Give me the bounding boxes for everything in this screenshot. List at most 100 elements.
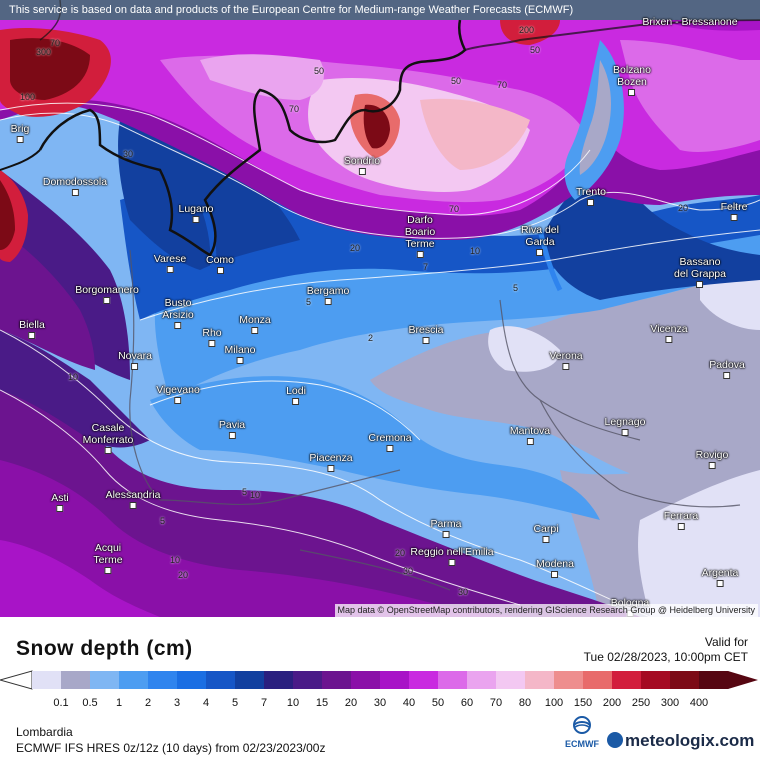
- map-attribution[interactable]: Map data © OpenStreetMap contributors, r…: [334, 604, 758, 617]
- contour-value-label: 100: [20, 92, 36, 102]
- city-marker: [324, 298, 332, 305]
- contour-value-label: 20: [678, 203, 689, 213]
- city-marker: [422, 337, 430, 344]
- city-label: Sondrio: [344, 155, 380, 175]
- city-name: Domodossola: [42, 176, 108, 188]
- scale-color-step: [90, 671, 120, 689]
- city-name: Trento: [576, 186, 606, 198]
- scale-tick-label: 3: [173, 697, 181, 709]
- city-label: Lodi: [286, 385, 306, 405]
- city-name: Milano: [224, 344, 256, 356]
- ecmwf-label: ECMWF: [565, 739, 599, 749]
- city-name: Feltre: [720, 201, 748, 213]
- city-label: Bassano del Grappa: [674, 256, 726, 288]
- city-name: Busto Arsizio: [162, 297, 194, 321]
- model-run: ECMWF IFS HRES 0z/12z (10 days) from 02/…: [16, 741, 326, 755]
- city-marker: [104, 447, 112, 454]
- city-name: Biella: [19, 319, 45, 331]
- scale-tick-label: 2: [144, 697, 152, 709]
- scale-tick-label: 5: [231, 697, 239, 709]
- scale-tick-label: 100: [544, 697, 564, 709]
- city-label: Monza: [239, 314, 271, 334]
- contour-value-label: 10: [170, 555, 181, 565]
- city-label: Parma: [430, 518, 462, 538]
- scale-tick-label: 0.5: [82, 697, 98, 709]
- city-name: Darfo Boario Terme: [404, 214, 436, 250]
- city-marker: [216, 267, 224, 274]
- city-marker: [131, 363, 139, 370]
- city-label: Carpi: [533, 523, 559, 543]
- city-label: Brig: [11, 123, 29, 143]
- scale-color-step: [264, 671, 294, 689]
- city-label: Varese: [154, 253, 186, 273]
- city-name: Reggio nell'Emilia: [410, 546, 494, 558]
- scale-tick-label: 10: [286, 697, 300, 709]
- scale-tick-label: 50: [431, 697, 445, 709]
- data-disclaimer: This service is based on data and produc…: [0, 0, 760, 20]
- ecmwf-logo[interactable]: ECMWF: [560, 716, 604, 749]
- contour-value-label: 2: [368, 333, 374, 343]
- city-name: Parma: [430, 518, 462, 530]
- scale-tick-label: 200: [602, 697, 622, 709]
- city-label: Vicenza: [650, 323, 688, 343]
- contour-value-label: 20: [178, 570, 189, 580]
- city-label: Argenta: [702, 567, 738, 587]
- scale-color-step: [177, 671, 207, 689]
- city-label: Ferrara: [664, 510, 698, 530]
- ecmwf-globe-icon: [573, 716, 591, 734]
- city-marker: [174, 322, 182, 329]
- city-label: Padova: [709, 359, 745, 379]
- city-label: Acqui Terme: [93, 542, 123, 574]
- city-marker: [723, 372, 731, 379]
- city-label: Trento: [576, 186, 606, 206]
- city-marker: [71, 189, 79, 196]
- city-label: Bolzano Bozen: [613, 64, 651, 96]
- scale-color-step: [32, 671, 62, 689]
- scale-high-arrow: [728, 671, 758, 689]
- city-marker: [327, 465, 335, 472]
- scale-color-step: [641, 671, 671, 689]
- contour-value-label: 20: [395, 548, 406, 558]
- city-name: Monza: [239, 314, 271, 326]
- map-canvas: [0, 0, 760, 617]
- contour-value-label: 5: [160, 516, 166, 526]
- city-label: Busto Arsizio: [162, 297, 194, 329]
- scale-tick-label: 80: [518, 697, 532, 709]
- city-name: Verona: [549, 350, 583, 362]
- contour-value-label: 70: [449, 204, 460, 214]
- scale-color-step: [409, 671, 439, 689]
- city-marker: [386, 445, 394, 452]
- scale-color-step: [612, 671, 642, 689]
- snow-depth-map[interactable]: This service is based on data and produc…: [0, 0, 760, 617]
- city-marker: [716, 580, 724, 587]
- scale-tick-label: 15: [315, 697, 329, 709]
- city-marker: [174, 397, 182, 404]
- city-name: Borgomanero: [75, 284, 139, 296]
- scale-tick-label: 0.1: [53, 697, 69, 709]
- city-name: Vicenza: [650, 323, 688, 335]
- city-name: Brescia: [408, 324, 444, 336]
- scale-color-step: [467, 671, 497, 689]
- city-name: Bassano del Grappa: [674, 256, 726, 280]
- scale-tick-label: 250: [631, 697, 651, 709]
- scale-low-arrow: [0, 670, 33, 690]
- contour-value-label: 30: [123, 149, 134, 159]
- city-name: Lugano: [178, 203, 214, 215]
- city-label: Milano: [224, 344, 256, 364]
- city-marker: [677, 523, 685, 530]
- valid-for-label: Valid for: [704, 635, 748, 649]
- city-name: Bolzano Bozen: [613, 64, 651, 88]
- city-marker: [103, 297, 111, 304]
- city-name: Riva del Garda: [521, 224, 559, 248]
- city-name: Novara: [118, 350, 152, 362]
- meteologix-logo[interactable]: meteologix.com: [607, 731, 754, 751]
- city-marker: [416, 251, 424, 258]
- city-marker: [542, 536, 550, 543]
- city-name: Modena: [536, 558, 574, 570]
- scale-color-step: [61, 671, 91, 689]
- contour-value-label: 70: [497, 80, 508, 90]
- scale-color-step: [525, 671, 555, 689]
- scale-color-step: [670, 671, 700, 689]
- city-marker: [236, 357, 244, 364]
- scale-color-step: [699, 671, 729, 689]
